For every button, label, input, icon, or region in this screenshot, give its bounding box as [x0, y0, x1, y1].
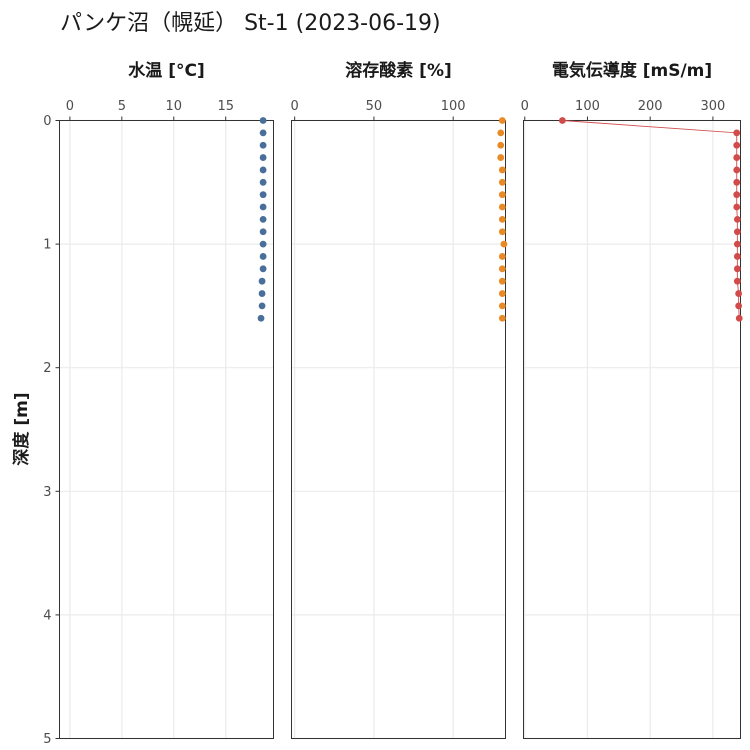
- x-tick-label: 100: [575, 99, 600, 114]
- data-point: [733, 166, 741, 174]
- x-tick-label: 0: [66, 99, 74, 114]
- data-point: [259, 166, 267, 174]
- panel-label: 溶存酸素 [%]: [345, 60, 452, 81]
- y-tick-label: 3: [43, 485, 51, 500]
- x-tick-label: 10: [165, 99, 182, 114]
- panel-label: 水温 [°C]: [128, 60, 204, 81]
- data-point: [259, 215, 267, 223]
- data-point: [259, 129, 267, 137]
- chart-title: パンケ沼（幌延） St-1 (2023-06-19): [60, 11, 441, 36]
- x-tick-label: 50: [366, 99, 383, 114]
- panel-2: 溶存酸素 [%] 0 50 100: [291, 60, 508, 740]
- data-point: [258, 302, 266, 310]
- data-point: [733, 228, 741, 236]
- data-point: [733, 240, 741, 248]
- data-point: [259, 117, 267, 124]
- data-point: [498, 290, 506, 297]
- y-tick-label: 0: [43, 114, 51, 129]
- y-tick-label: 4: [43, 608, 51, 623]
- y-tick-label: 1: [43, 238, 51, 253]
- data-point: [259, 228, 267, 236]
- data-point: [733, 253, 741, 260]
- data-point: [735, 302, 743, 310]
- data-point: [498, 314, 506, 322]
- data-point: [735, 314, 743, 322]
- data-point: [733, 203, 741, 211]
- data-point: [498, 203, 506, 211]
- data-point: [259, 253, 267, 260]
- x-tick-label: 200: [638, 99, 663, 114]
- panel-border: [291, 120, 506, 739]
- data-point: [733, 178, 741, 186]
- panel-border: [523, 120, 741, 739]
- data-point: [259, 154, 267, 161]
- panels: 水温 [°C] 0 5 10 15 溶存酸素 [%] 0 50 100 電気伝導度 [mS/m] 0…: [59, 60, 743, 740]
- data-point: [259, 178, 267, 186]
- data-point: [498, 191, 506, 199]
- x-tick-label: 100: [441, 99, 466, 114]
- data-point: [558, 117, 566, 124]
- y-tick-label: 2: [43, 361, 51, 376]
- x-tick-label: 300: [700, 99, 725, 114]
- data-point: [498, 166, 506, 174]
- data-point: [258, 290, 266, 297]
- data-point: [497, 129, 505, 137]
- panel-1: 水温 [°C] 0 5 10 15: [59, 60, 274, 740]
- data-point: [497, 141, 505, 149]
- data-point: [733, 215, 741, 223]
- x-tick-label: 0: [521, 99, 529, 114]
- panel-border: [59, 120, 274, 739]
- panel-label: 電気伝導度 [mS/m]: [552, 60, 712, 81]
- data-point: [498, 302, 506, 310]
- data-point: [733, 191, 741, 199]
- data-point: [259, 265, 267, 273]
- data-point: [733, 141, 741, 149]
- data-point: [500, 240, 508, 248]
- data-point: [498, 253, 506, 260]
- data-point: [258, 277, 266, 285]
- data-point: [259, 203, 267, 211]
- data-point: [257, 314, 265, 322]
- data-point: [259, 141, 267, 149]
- y-axis: 0 1 2 3 4 5: [43, 114, 60, 747]
- data-point: [733, 265, 741, 273]
- data-point: [498, 277, 506, 285]
- data-point: [497, 154, 505, 161]
- y-axis-label: 深度 [m]: [11, 392, 32, 465]
- x-tick-label: 5: [118, 99, 126, 114]
- x-tick-label: 0: [291, 99, 299, 114]
- x-tick-label: 15: [217, 99, 234, 114]
- data-point: [498, 178, 506, 186]
- data-point: [498, 228, 506, 236]
- data-point: [498, 215, 506, 223]
- data-point: [259, 240, 267, 248]
- data-point: [498, 117, 506, 124]
- y-tick-label: 5: [43, 732, 51, 747]
- panel-3: 電気伝導度 [mS/m] 0 100 200 300: [521, 60, 743, 740]
- data-point: [733, 129, 741, 137]
- data-point: [733, 277, 741, 285]
- data-point: [498, 265, 506, 273]
- data-point: [735, 290, 743, 297]
- data-point: [733, 154, 741, 161]
- data-point: [259, 191, 267, 199]
